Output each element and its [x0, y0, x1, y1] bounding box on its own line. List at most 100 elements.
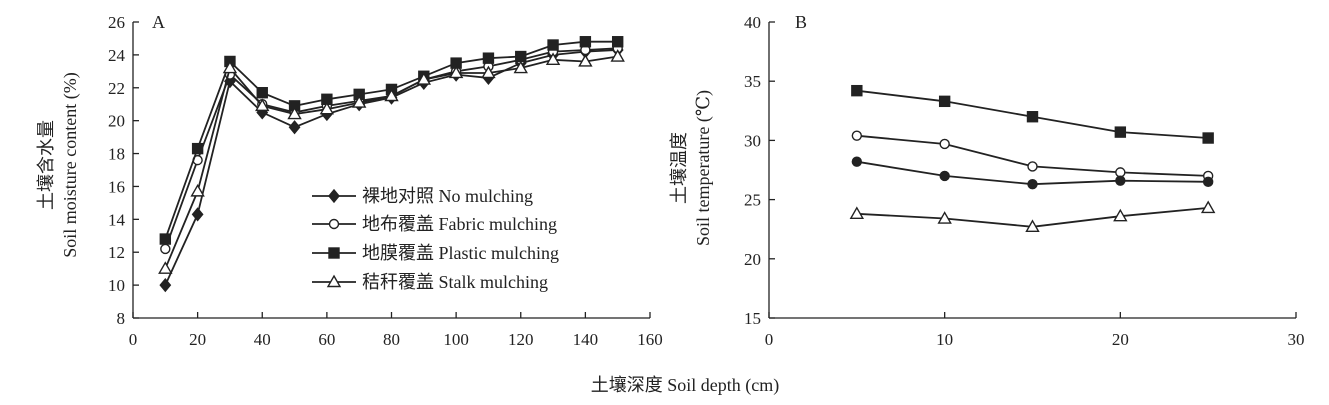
panel-a-x-tick-label: 100	[443, 330, 469, 349]
panel-b-y-tick-label: 35	[744, 72, 761, 91]
panel-a-series-3-point	[255, 98, 270, 112]
legend-marker	[326, 274, 342, 288]
panel-a-x-tick-label: 80	[383, 330, 400, 349]
panel-a-series-3-point	[481, 65, 496, 79]
legend-item: 地膜覆盖 Plastic mulching	[312, 243, 559, 263]
panel-b-y-tick-label: 15	[744, 309, 761, 328]
shared-x-axis-title: 土壤深度 Soil depth (cm)	[591, 375, 779, 396]
legend-item: 秸秆覆盖 Stalk mulching	[312, 272, 548, 292]
legend-label: 地布覆盖 Fabric mulching	[362, 214, 557, 234]
panel-b-series-3	[849, 200, 1216, 233]
panel-a-series-3-point	[319, 101, 335, 115]
panel-a-series-3-point	[384, 88, 399, 102]
panel-a-series-3-point	[610, 49, 625, 62]
panel-a-series-3-point	[448, 65, 464, 79]
panel-a-series-0-point	[288, 120, 301, 135]
panel-b-series-2-point	[1115, 175, 1126, 186]
panel-a-series-2-point	[191, 142, 204, 155]
panel-a-y-tick-label: 8	[117, 309, 126, 328]
panel-b-label: B	[795, 12, 807, 32]
panel-a-series-3-point	[190, 183, 205, 197]
panel-a-y-tick-label: 18	[108, 145, 125, 164]
panel-a-x-tick-label: 120	[508, 330, 534, 349]
panel-a-y-tick-label: 12	[108, 243, 125, 262]
panel-a-series-2-point	[159, 233, 172, 245]
panel-b-series-3-point	[937, 211, 952, 224]
panel-a-x-tick-label: 40	[254, 330, 271, 349]
panel-b-series-1	[851, 130, 1214, 182]
panel-b-series-0-point	[851, 84, 863, 97]
legend-label: 地膜覆盖 Plastic mulching	[362, 243, 559, 263]
panel-b-series-2-point	[1027, 179, 1038, 190]
panel-a-series-0-point	[159, 278, 172, 293]
panel-b-series-2	[851, 156, 1214, 190]
panel-a-series-3-point	[513, 60, 528, 74]
panel-a-series-2-point	[547, 39, 559, 51]
panel-a-series-3	[158, 49, 625, 274]
panel-b-series-2-point	[939, 170, 950, 182]
panel-a-series-2-point	[256, 87, 268, 99]
panel-a-ylabel-cn: 土壤含水量	[36, 120, 56, 210]
panel-a-y-tick-label: 16	[108, 177, 125, 196]
panel-b: B 土壤温度 Soil temperature (℃) 15 20 25 30 35 40…	[669, 12, 1305, 349]
panel-a-axes: 8 10 12 14 16 18 20 22 24 26 0 20 40 60 80 100 120 140 160	[108, 13, 663, 349]
panel-b-series-3-point	[1113, 208, 1128, 222]
legend-item: 裸地对照 No mulching	[312, 186, 533, 206]
panel-a-series-3-point	[287, 106, 302, 120]
panel-a-series-3-point	[158, 261, 173, 274]
panel-b-ylabel-cn: 土壤温度	[669, 132, 689, 204]
panel-a-x-tick-label: 60	[318, 330, 335, 349]
panel-a-series-2-point	[579, 36, 592, 48]
panel-a-series-2-point	[515, 50, 527, 63]
legend-label: 裸地对照 No mulching	[362, 186, 533, 206]
panel-a-series-3-point	[578, 54, 593, 67]
panel-a-x-tick-label: 140	[573, 330, 599, 349]
panel-a-y-tick-label: 20	[108, 112, 125, 131]
panel-b-y-tick-label: 30	[744, 131, 761, 150]
panel-a-legend: 裸地对照 No mulching 地布覆盖 Fabric mulching 地膜覆盖…	[312, 186, 559, 292]
panel-a: A 土壤含水量 Soil moisture content (%) 裸地对照 N…	[36, 12, 663, 349]
panel-b-series-2-point	[1202, 176, 1214, 188]
panel-a-series-3-point	[222, 60, 238, 74]
panel-a-series-0-point	[191, 207, 204, 222]
panel-a-series-3-point	[545, 52, 561, 66]
panel-a-series-3-point	[416, 72, 432, 85]
panel-b-x-tick-label: 0	[765, 330, 774, 349]
panel-b-series-0-point	[1026, 111, 1039, 123]
legend-label: 秸秆覆盖 Stalk mulching	[362, 272, 548, 292]
legend-marker	[328, 247, 340, 259]
panel-b-axes: 15 20 25 30 35 40 0 10 20 30	[744, 13, 1305, 349]
panel-a-series-3-point	[351, 95, 367, 108]
panel-a-y-tick-label: 14	[108, 210, 126, 229]
panel-a-x-tick-label: 160	[637, 330, 663, 349]
panel-a-y-tick-label: 26	[108, 13, 125, 32]
panel-b-series-0	[851, 84, 1214, 144]
panel-b-series-3-point	[1025, 219, 1040, 233]
panel-a-y-tick-label: 10	[108, 276, 125, 295]
panel-b-ylabel-en: Soil temperature (℃)	[693, 90, 714, 246]
panel-b-y-tick-label: 25	[744, 191, 761, 210]
panel-b-series-1-point	[851, 130, 863, 141]
panel-b-series-3-point	[1200, 200, 1216, 214]
panel-b-series-3-point	[849, 206, 865, 220]
panel-a-x-tick-label: 20	[189, 330, 206, 349]
panel-b-x-tick-label: 10	[936, 330, 953, 349]
panel-a-label: A	[152, 12, 165, 32]
panel-b-series-1-point	[1027, 161, 1038, 172]
panel-b-series-2-point	[851, 156, 863, 167]
legend-marker	[328, 188, 340, 204]
panel-a-series-2-point	[482, 52, 495, 64]
panel-a-series-2-point	[611, 36, 624, 48]
panel-a-y-tick-label: 24	[108, 46, 126, 65]
panel-a-series-1-point	[160, 243, 171, 255]
panel-b-x-tick-label: 20	[1112, 330, 1129, 349]
panel-b-series-1-point	[939, 138, 950, 150]
panel-a-x-tick-label: 0	[129, 330, 138, 349]
legend-marker	[328, 218, 340, 230]
panel-b-x-tick-label: 30	[1288, 330, 1305, 349]
panel-a-ylabel-en: Soil moisture content (%)	[60, 72, 81, 257]
legend-item: 地布覆盖 Fabric mulching	[312, 214, 557, 234]
panel-b-series-0-point	[1202, 132, 1214, 144]
panel-a-y-tick-label: 22	[108, 79, 125, 98]
